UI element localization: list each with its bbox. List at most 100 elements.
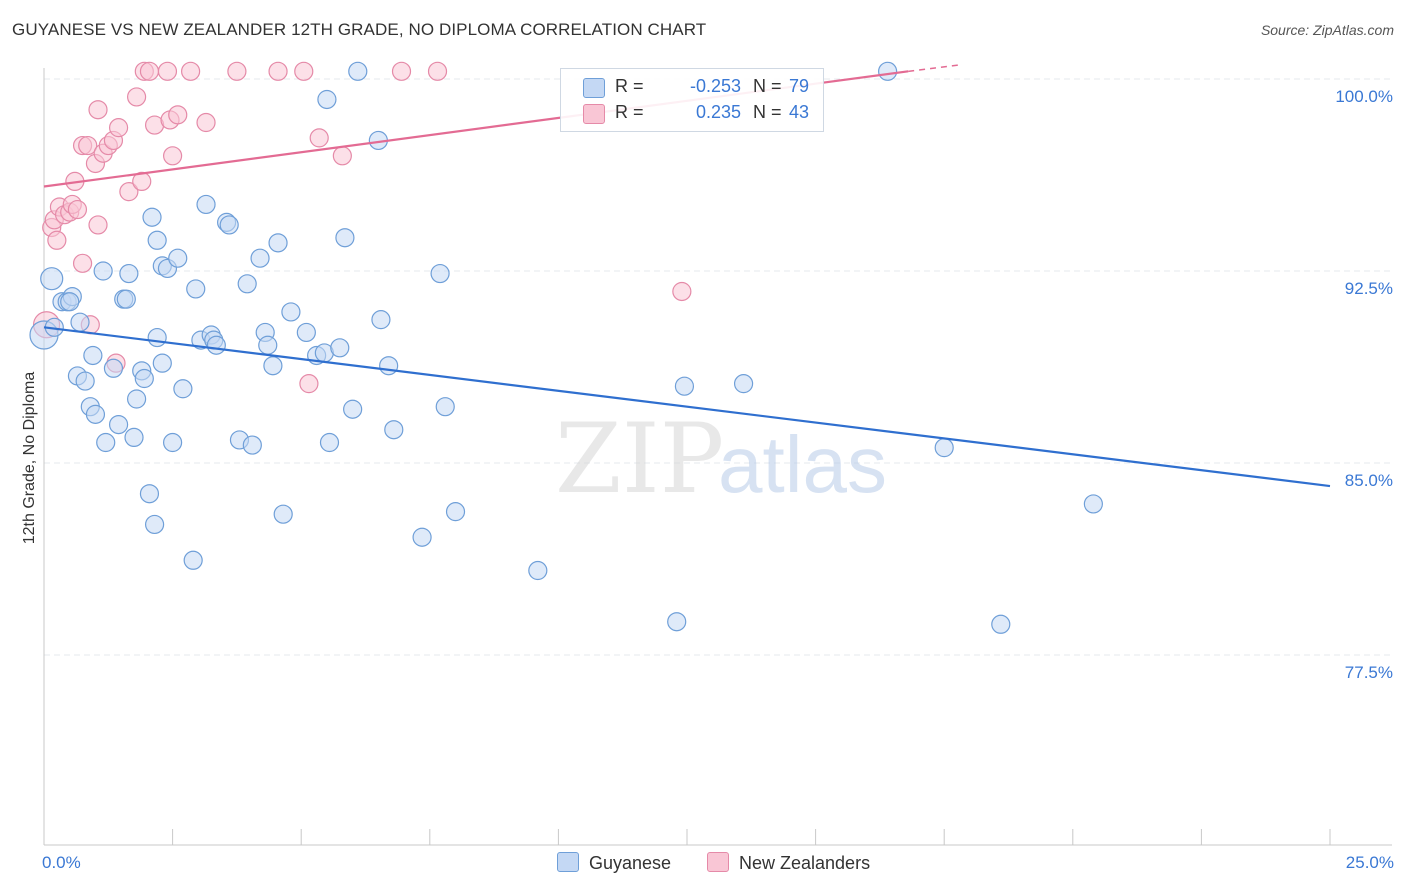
new-zealanders-point: [88, 100, 108, 120]
new-zealanders-point: [227, 61, 247, 81]
new-zealanders-point: [294, 61, 314, 81]
guyanese-point: [219, 215, 239, 235]
new-zealanders-point: [88, 215, 108, 235]
guyanese-point: [435, 397, 455, 417]
new-zealanders-trend-extension: [908, 64, 960, 73]
bottom-legend-guyanese: Guyanese: [557, 852, 671, 874]
legend-swatch-blue: [583, 78, 605, 98]
guyanese-point: [335, 228, 355, 248]
guyanese-point: [96, 432, 116, 453]
new-zealanders-point: [139, 61, 160, 81]
guyanese-point: [144, 514, 165, 535]
guyanese-point: [348, 61, 368, 81]
guyanese-point: [384, 420, 404, 440]
guyanese-point: [126, 389, 147, 409]
new-zealanders-point: [157, 61, 178, 81]
guyanese-point: [379, 356, 399, 376]
guyanese-points: [29, 61, 1103, 634]
guyanese-point: [268, 233, 288, 253]
guyanese-point: [103, 358, 124, 378]
guyanese-point: [152, 353, 172, 373]
new-zealanders-point: [672, 281, 692, 302]
new-zealanders-point: [163, 146, 183, 166]
guyanese-point: [258, 335, 278, 355]
new-zealanders-point: [47, 230, 67, 250]
chart-title: GUYANESE VS NEW ZEALANDER 12TH GRADE, NO…: [12, 20, 707, 39]
new-zealanders-point: [268, 61, 288, 81]
legend-n-value: 79: [789, 76, 810, 96]
new-zealanders-point: [67, 199, 88, 220]
new-zealanders-point: [72, 253, 93, 273]
guyanese-point: [147, 230, 167, 250]
new-zealanders-points: [32, 61, 692, 394]
guyanese-point: [183, 550, 203, 570]
source-label: Source: ZipAtlas.com: [1260, 22, 1394, 38]
new-zealanders-point: [332, 146, 352, 166]
bottom-legend-label: Guyanese: [589, 853, 672, 873]
guyanese-point: [173, 379, 193, 399]
guyanese-point: [119, 263, 139, 284]
guyanese-point: [296, 322, 316, 343]
new-zealanders-point: [427, 61, 448, 81]
guyanese-point: [40, 267, 64, 291]
guyanese-point: [70, 312, 90, 332]
legend-n-label: N =: [753, 76, 782, 96]
legend-r-value: 0.235: [695, 102, 741, 122]
guyanese-point: [142, 207, 162, 227]
guyanese-point: [250, 248, 270, 268]
guyanese-trend-line: [43, 326, 1331, 488]
guyanese-point: [237, 274, 257, 294]
guyanese-point: [733, 374, 754, 394]
legend-swatch-pink: [583, 104, 605, 124]
guyanese-point: [168, 248, 188, 268]
watermark-atlas: atlas: [718, 420, 887, 509]
guyanese-point: [445, 502, 466, 522]
legend-r-value: -0.253: [689, 76, 741, 96]
guyanese-point: [371, 310, 391, 330]
guyanese-point: [317, 89, 337, 110]
guyanese-point: [116, 289, 136, 309]
watermark-zip: ZIP: [555, 403, 724, 515]
bottom-legend-swatch-pink: [707, 852, 729, 872]
stats-legend: R = -0.253 N = 79 R = 0.235 N = 43: [560, 68, 824, 132]
watermark: ZIP atlas: [555, 403, 887, 515]
guyanese-point: [108, 415, 129, 435]
x-tick-label-max: 25.0%: [1345, 853, 1394, 872]
guyanese-point: [991, 614, 1011, 634]
guyanese-point: [263, 356, 283, 376]
guyanese-point: [330, 338, 350, 358]
y-tick-label: 92.5%: [1344, 279, 1393, 298]
guyanese-point: [1083, 494, 1103, 514]
new-zealanders-point: [108, 118, 129, 138]
new-zealanders-point: [299, 374, 319, 394]
new-zealanders-point: [126, 87, 147, 107]
guyanese-point: [242, 435, 262, 455]
y-tick-label: 77.5%: [1344, 663, 1393, 682]
axes: [43, 68, 1392, 846]
guyanese-point: [186, 279, 206, 299]
bottom-legend-swatch-blue: [557, 852, 579, 872]
legend-n-value: 43: [789, 102, 810, 122]
guyanese-point: [343, 399, 363, 419]
legend-r-label: R =: [615, 76, 644, 96]
new-zealanders-point: [119, 182, 139, 202]
guyanese-point: [83, 345, 103, 366]
guyanese-point: [147, 327, 167, 348]
new-zealanders-point: [196, 112, 216, 133]
guyanese-point: [75, 371, 95, 391]
bottom-legend-new-zealanders: New Zealanders: [707, 852, 870, 874]
guyanese-point: [85, 404, 106, 424]
guyanese-point: [124, 427, 144, 447]
guyanese-point: [430, 263, 450, 284]
guyanese-point: [528, 560, 548, 581]
new-zealanders-point: [168, 105, 188, 125]
guyanese-point: [206, 335, 226, 355]
guyanese-point: [273, 504, 293, 524]
guyanese-point: [412, 527, 432, 547]
new-zealanders-point: [391, 61, 412, 81]
new-zealanders-point: [78, 135, 98, 156]
guyanese-point: [196, 194, 216, 215]
guyanese-point: [281, 302, 301, 322]
guyanese-point: [319, 432, 340, 453]
